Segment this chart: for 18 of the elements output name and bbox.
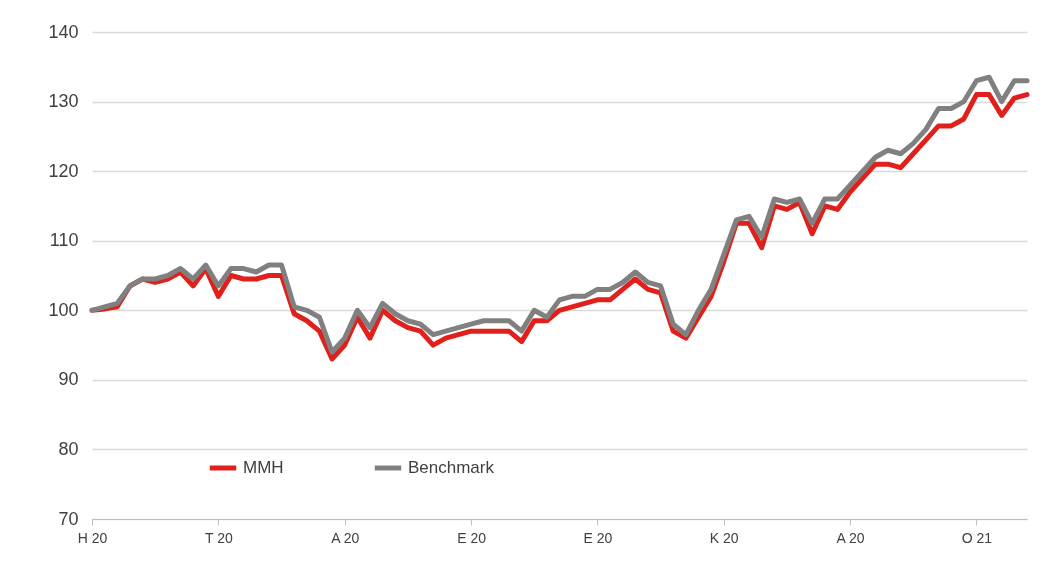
legend-label: Benchmark	[408, 458, 495, 477]
x-tick-label: H 20	[77, 529, 108, 546]
x-tick-label: K 20	[709, 529, 739, 546]
y-tick-label: 140	[48, 21, 79, 42]
x-tick-label: T 20	[204, 529, 233, 546]
y-tick-label: 130	[48, 91, 79, 112]
y-tick-label: 120	[48, 160, 79, 181]
y-tick-label: 70	[58, 508, 79, 529]
y-tick-label: 100	[48, 299, 79, 320]
x-tick-label: O 21	[961, 529, 993, 546]
x-tick-label: A 20	[836, 529, 865, 546]
y-tick-label: 80	[58, 438, 79, 459]
y-tick-label: 90	[58, 369, 79, 390]
x-tick-label: A 20	[331, 529, 360, 546]
x-tick-label: E 20	[457, 529, 487, 546]
y-tick-label: 110	[49, 230, 79, 251]
legend-label: MMH	[243, 458, 284, 477]
x-tick-label: E 20	[583, 529, 613, 546]
